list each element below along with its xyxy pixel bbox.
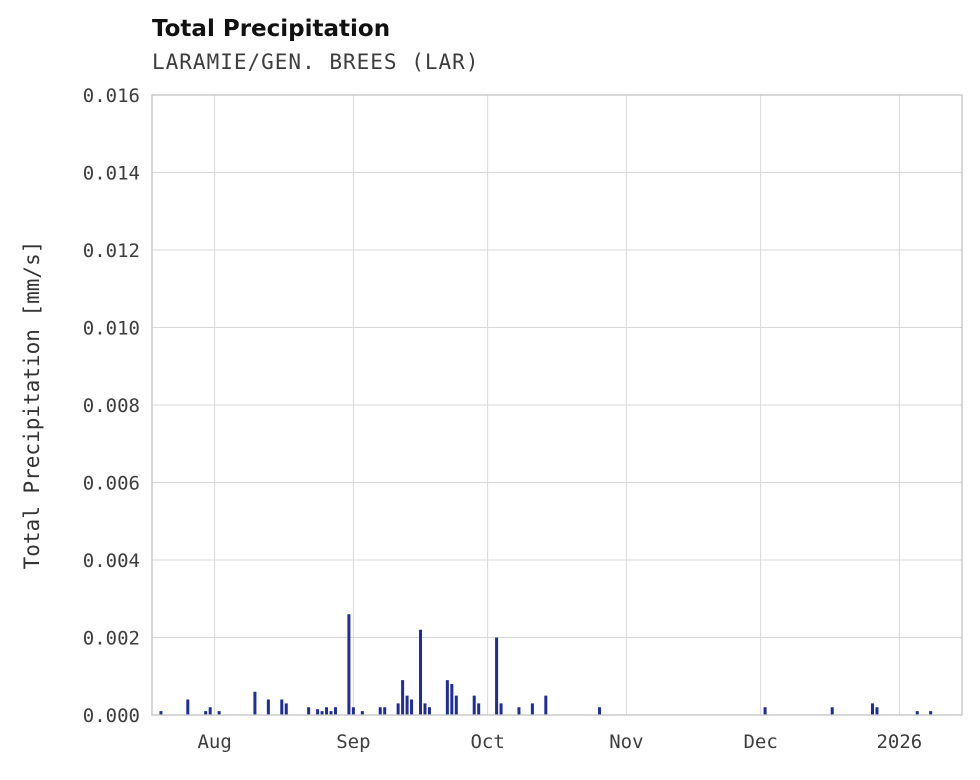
precip-bar (830, 707, 834, 715)
precip-bar (378, 707, 382, 715)
precip-bar (284, 703, 288, 715)
y-tick-label: 0.000 (83, 705, 140, 727)
precip-bar (870, 703, 874, 715)
precip-bar (472, 695, 476, 715)
y-tick-label: 0.008 (83, 395, 140, 417)
precip-bar (208, 707, 212, 715)
precip-bar (320, 711, 324, 715)
precip-bar (333, 707, 337, 715)
y-tick-label: 0.010 (83, 318, 140, 340)
precip-bar (360, 711, 364, 715)
x-tick-label: Nov (609, 731, 643, 753)
precip-bar (544, 695, 548, 715)
precip-bar (530, 703, 534, 715)
precip-bar (929, 711, 933, 715)
precip-bar (454, 695, 458, 715)
precip-bar (186, 699, 190, 715)
precip-bar (445, 680, 449, 715)
precip-bar (495, 637, 499, 715)
x-tick-label: Oct (470, 731, 504, 753)
y-axis-label: Total Precipitation [mm/s] (20, 240, 44, 570)
y-tick-label: 0.014 (83, 163, 140, 185)
precip-bar (450, 684, 454, 715)
precip-bar (419, 629, 423, 715)
y-tick-label: 0.004 (83, 550, 140, 572)
precip-bar (915, 711, 919, 715)
precip-bar (280, 699, 284, 715)
precip-bar (401, 680, 405, 715)
chart-title: Total Precipitation (152, 16, 391, 42)
x-tick-label: Aug (197, 731, 231, 753)
precip-bar (396, 703, 400, 715)
x-tick-label: Sep (336, 731, 370, 753)
precip-bar (316, 709, 320, 715)
precip-bar (217, 711, 221, 715)
precip-bar (383, 707, 387, 715)
precip-bar (347, 614, 351, 715)
x-tick-label: 2026 (876, 731, 922, 753)
plot-border (151, 94, 963, 716)
precip-bar (351, 707, 355, 715)
precip-bar (598, 707, 602, 715)
precip-bar (517, 707, 521, 715)
precip-bar (427, 707, 431, 715)
precip-bar (423, 703, 427, 715)
precip-bar (329, 711, 333, 715)
precip-bar (253, 691, 257, 715)
precip-bar (763, 707, 767, 715)
precip-bar (410, 699, 414, 715)
precip-bar (159, 711, 163, 715)
precip-bar (499, 703, 503, 715)
precip-bar (477, 703, 481, 715)
precip-bar (325, 707, 329, 715)
y-tick-label: 0.016 (83, 85, 140, 107)
y-tick-label: 0.006 (83, 473, 140, 495)
precip-bar (307, 707, 311, 715)
y-tick-label: 0.002 (83, 628, 140, 650)
precip-bar (266, 699, 270, 715)
precip-bar (875, 707, 879, 715)
chart-subtitle: LARAMIE/GEN. BREES (LAR) (152, 50, 480, 74)
x-tick-label: Dec (743, 731, 777, 753)
y-tick-label: 0.012 (83, 240, 140, 262)
precip-bar (204, 711, 208, 715)
precip-bar (405, 695, 409, 715)
